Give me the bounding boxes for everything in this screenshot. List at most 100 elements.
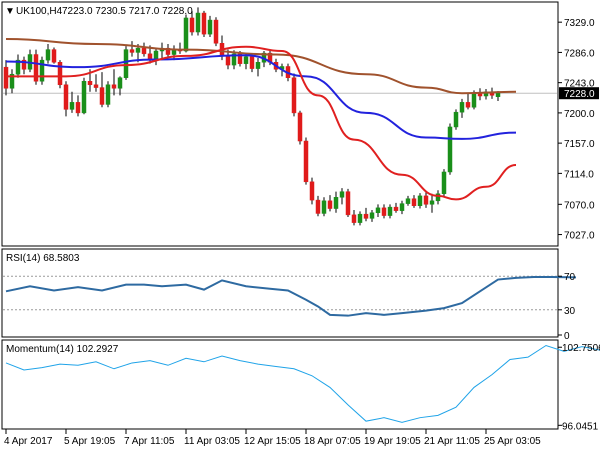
rsi-panel: RSI(14) 68.5803 70 30 0 (1, 248, 577, 342)
candle-down (309, 181, 315, 201)
candle-down (21, 59, 27, 70)
candle-down (363, 213, 369, 219)
rsi-tick-label: 30 (564, 306, 576, 317)
rsi-title: RSI(14) 68.5803 (6, 253, 80, 264)
candle-up (459, 102, 465, 113)
candle-down (129, 49, 135, 53)
time-tick-label: 19 Apr 19:05 (364, 436, 421, 447)
price-tick-label: 7286.0 (564, 48, 595, 59)
candle-down (393, 206, 399, 211)
candle-down (141, 47, 147, 55)
time-axis: 4 Apr 2017 5 Apr 19:05 7 Apr 11:05 11 Apr 0… (4, 429, 541, 447)
time-tick-label: 4 Apr 2017 (4, 436, 53, 447)
candle-up (81, 80, 87, 114)
candle-down (411, 198, 417, 206)
candle-down (345, 191, 351, 216)
candle-down (93, 84, 99, 88)
rsi-tick-label: 0 (564, 331, 570, 342)
candle-up (243, 56, 249, 64)
candle-up (417, 195, 423, 206)
momentum-panel: Momentum(14) 102.2927 102.7506 96.0451 (1, 339, 600, 432)
time-tick-label: 12 Apr 15:05 (244, 436, 301, 447)
candle-up (429, 200, 435, 205)
time-tick-label: 11 Apr 03:05 (184, 436, 240, 447)
price-tick-label: 7114.0 (564, 169, 594, 180)
candle-up (453, 111, 459, 128)
candle-down (51, 49, 57, 63)
momentum-line (5, 344, 600, 423)
momentum-axis: 102.7506 96.0451 (558, 343, 600, 432)
price-tick-label: 7070.0 (564, 200, 595, 211)
chart-title: UK100,H4 (16, 6, 63, 17)
ohlc-readout: 7223.0 7230.5 7217.0 7228.0 (62, 6, 193, 17)
momentum-tick-label: 96.0451 (562, 421, 599, 432)
candle-down (225, 54, 231, 66)
candle-down (351, 214, 357, 223)
price-panel: ▼ UK100,H4 7223.0 7230.5 7217.0 7228.0 7… (1, 1, 599, 247)
candle-down (213, 19, 219, 44)
candle-up (447, 126, 453, 173)
candle-up (45, 49, 51, 61)
candle-up (399, 203, 405, 211)
rsi-line (5, 276, 577, 317)
candle-down (201, 12, 207, 35)
time-tick-label: 21 Apr 11:05 (424, 436, 480, 447)
time-tick-label: 5 Apr 19:05 (64, 436, 116, 447)
candle-up (387, 206, 393, 216)
candle-up (255, 62, 261, 69)
price-tick-label: 7027.0 (564, 231, 595, 242)
last-price-label: 7228.0 (564, 89, 595, 100)
candle-up (207, 19, 213, 35)
candle-down (423, 195, 429, 205)
candle-up (495, 92, 501, 97)
candle-down (465, 102, 471, 108)
price-tick-label: 7329.0 (564, 18, 595, 29)
price-axis: 7329.0 7286.0 7243.0 7200.0 7157.0 7114.0 7070… (558, 18, 595, 242)
momentum-tick-label: 102.7506 (562, 343, 600, 354)
candle-up (9, 73, 15, 89)
candle-down (33, 54, 39, 82)
candle-down (303, 140, 309, 183)
candle-down (327, 200, 333, 209)
candle-up (69, 102, 75, 110)
price-tick-label: 7243.0 (564, 79, 595, 90)
candle-up (231, 53, 237, 66)
candle-down (87, 80, 93, 86)
candle-up (375, 207, 381, 214)
candle-up (195, 12, 201, 33)
moving-averages (5, 38, 517, 201)
candle-down (99, 87, 105, 105)
candle-down (291, 77, 297, 114)
candle-up (441, 171, 447, 195)
time-tick-label: 18 Apr 07:05 (304, 436, 361, 447)
candle-down (3, 66, 9, 89)
candle-up (339, 191, 345, 198)
candle-up (15, 59, 21, 75)
candle-up (471, 92, 477, 108)
candle-up (333, 197, 339, 209)
candle-up (105, 84, 111, 105)
candle-up (123, 49, 129, 78)
price-candles (3, 7, 501, 226)
moving-average-line (5, 38, 517, 95)
momentum-title: Momentum(14) 102.2927 (6, 344, 119, 355)
candle-up (117, 77, 123, 89)
candle-down (381, 207, 387, 216)
candle-down (297, 112, 303, 142)
candle-up (357, 213, 363, 223)
price-tick-label: 7157.0 (564, 139, 595, 150)
candle-up (135, 47, 141, 53)
time-tick-label: 7 Apr 11:05 (124, 436, 175, 447)
candle-up (321, 200, 327, 214)
candle-down (189, 17, 195, 33)
candle-down (63, 84, 69, 110)
candle-up (405, 198, 411, 204)
moving-average-line (6, 45, 517, 201)
candle-down (75, 102, 81, 114)
candle-up (435, 193, 441, 202)
last-price-box (559, 87, 599, 100)
candle-down (315, 199, 321, 214)
rsi-tick-label: 70 (564, 272, 576, 283)
candle-up (39, 59, 45, 82)
